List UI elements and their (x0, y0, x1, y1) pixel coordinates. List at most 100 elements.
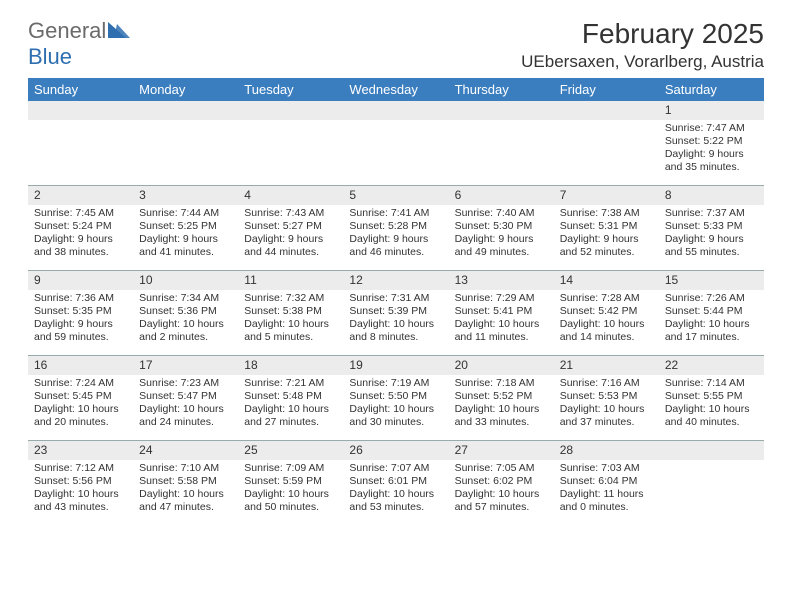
day-number: 7 (554, 186, 659, 205)
cell-line: Daylight: 10 hours and 5 minutes. (244, 318, 337, 344)
cell-body: Sunrise: 7:37 AMSunset: 5:33 PMDaylight:… (659, 205, 764, 264)
calendar-cell (28, 101, 133, 185)
calendar-grid: SundayMondayTuesdayWednesdayThursdayFrid… (0, 78, 792, 525)
day-number: 11 (238, 271, 343, 290)
cell-line: Sunrise: 7:19 AM (349, 377, 442, 390)
week-row: 23Sunrise: 7:12 AMSunset: 5:56 PMDayligh… (28, 440, 764, 525)
calendar-cell (133, 101, 238, 185)
cell-line: Sunrise: 7:14 AM (665, 377, 758, 390)
cell-line: Daylight: 10 hours and 8 minutes. (349, 318, 442, 344)
cell-line: Daylight: 11 hours and 0 minutes. (560, 488, 653, 514)
cell-body: Sunrise: 7:40 AMSunset: 5:30 PMDaylight:… (449, 205, 554, 264)
cell-line: Daylight: 10 hours and 2 minutes. (139, 318, 232, 344)
day-header: Saturday (659, 78, 764, 101)
calendar-cell: 10Sunrise: 7:34 AMSunset: 5:36 PMDayligh… (133, 271, 238, 355)
cell-line: Sunset: 5:58 PM (139, 475, 232, 488)
cell-line: Sunset: 5:39 PM (349, 305, 442, 318)
day-number: 8 (659, 186, 764, 205)
cell-line: Sunrise: 7:10 AM (139, 462, 232, 475)
day-header: Thursday (449, 78, 554, 101)
cell-body: Sunrise: 7:26 AMSunset: 5:44 PMDaylight:… (659, 290, 764, 349)
day-header: Wednesday (343, 78, 448, 101)
day-number: 5 (343, 186, 448, 205)
day-number (238, 101, 343, 120)
cell-line: Sunrise: 7:47 AM (665, 122, 758, 135)
calendar-cell: 18Sunrise: 7:21 AMSunset: 5:48 PMDayligh… (238, 356, 343, 440)
week-row: 9Sunrise: 7:36 AMSunset: 5:35 PMDaylight… (28, 270, 764, 355)
cell-body: Sunrise: 7:29 AMSunset: 5:41 PMDaylight:… (449, 290, 554, 349)
calendar-cell (343, 101, 448, 185)
calendar-cell: 13Sunrise: 7:29 AMSunset: 5:41 PMDayligh… (449, 271, 554, 355)
day-number (554, 101, 659, 120)
week-row: 1Sunrise: 7:47 AMSunset: 5:22 PMDaylight… (28, 101, 764, 185)
cell-line: Sunrise: 7:03 AM (560, 462, 653, 475)
cell-line: Sunset: 5:27 PM (244, 220, 337, 233)
cell-line: Daylight: 9 hours and 44 minutes. (244, 233, 337, 259)
cell-body: Sunrise: 7:09 AMSunset: 5:59 PMDaylight:… (238, 460, 343, 519)
logo-text-general: General (28, 18, 106, 44)
day-number (343, 101, 448, 120)
cell-line: Sunset: 6:01 PM (349, 475, 442, 488)
week-row: 2Sunrise: 7:45 AMSunset: 5:24 PMDaylight… (28, 185, 764, 270)
cell-line: Sunrise: 7:28 AM (560, 292, 653, 305)
cell-line: Daylight: 10 hours and 17 minutes. (665, 318, 758, 344)
cell-line: Sunrise: 7:34 AM (139, 292, 232, 305)
cell-line: Daylight: 9 hours and 52 minutes. (560, 233, 653, 259)
cell-line: Sunrise: 7:36 AM (34, 292, 127, 305)
day-number: 26 (343, 441, 448, 460)
day-header: Sunday (28, 78, 133, 101)
day-number: 21 (554, 356, 659, 375)
cell-body: Sunrise: 7:32 AMSunset: 5:38 PMDaylight:… (238, 290, 343, 349)
cell-body: Sunrise: 7:23 AMSunset: 5:47 PMDaylight:… (133, 375, 238, 434)
cell-line: Daylight: 9 hours and 59 minutes. (34, 318, 127, 344)
cell-line: Sunset: 5:50 PM (349, 390, 442, 403)
calendar-cell (238, 101, 343, 185)
cell-body (343, 120, 448, 126)
cell-line: Sunset: 5:22 PM (665, 135, 758, 148)
cell-line: Daylight: 10 hours and 53 minutes. (349, 488, 442, 514)
day-number: 16 (28, 356, 133, 375)
cell-body: Sunrise: 7:16 AMSunset: 5:53 PMDaylight:… (554, 375, 659, 434)
cell-line: Daylight: 9 hours and 46 minutes. (349, 233, 442, 259)
calendar-cell: 28Sunrise: 7:03 AMSunset: 6:04 PMDayligh… (554, 441, 659, 525)
calendar-cell: 9Sunrise: 7:36 AMSunset: 5:35 PMDaylight… (28, 271, 133, 355)
cell-line: Daylight: 10 hours and 20 minutes. (34, 403, 127, 429)
cell-body (449, 120, 554, 126)
cell-line: Daylight: 10 hours and 27 minutes. (244, 403, 337, 429)
cell-body: Sunrise: 7:45 AMSunset: 5:24 PMDaylight:… (28, 205, 133, 264)
cell-line: Sunset: 5:52 PM (455, 390, 548, 403)
day-number: 15 (659, 271, 764, 290)
calendar-cell: 21Sunrise: 7:16 AMSunset: 5:53 PMDayligh… (554, 356, 659, 440)
day-header: Friday (554, 78, 659, 101)
cell-line: Sunset: 6:04 PM (560, 475, 653, 488)
day-number (133, 101, 238, 120)
cell-line: Daylight: 9 hours and 55 minutes. (665, 233, 758, 259)
cell-line: Sunrise: 7:41 AM (349, 207, 442, 220)
day-number: 3 (133, 186, 238, 205)
cell-line: Sunset: 5:47 PM (139, 390, 232, 403)
day-number: 19 (343, 356, 448, 375)
calendar-cell: 5Sunrise: 7:41 AMSunset: 5:28 PMDaylight… (343, 186, 448, 270)
calendar-cell: 3Sunrise: 7:44 AMSunset: 5:25 PMDaylight… (133, 186, 238, 270)
day-header: Monday (133, 78, 238, 101)
day-number: 27 (449, 441, 554, 460)
brand-logo: General (28, 18, 130, 44)
cell-line: Sunrise: 7:45 AM (34, 207, 127, 220)
logo-text-blue: Blue (28, 44, 72, 70)
calendar-cell: 14Sunrise: 7:28 AMSunset: 5:42 PMDayligh… (554, 271, 659, 355)
cell-line: Daylight: 9 hours and 35 minutes. (665, 148, 758, 174)
cell-body: Sunrise: 7:34 AMSunset: 5:36 PMDaylight:… (133, 290, 238, 349)
cell-line: Sunrise: 7:29 AM (455, 292, 548, 305)
cell-line: Sunrise: 7:16 AM (560, 377, 653, 390)
calendar-cell: 25Sunrise: 7:09 AMSunset: 5:59 PMDayligh… (238, 441, 343, 525)
cell-line: Sunset: 5:35 PM (34, 305, 127, 318)
cell-body: Sunrise: 7:19 AMSunset: 5:50 PMDaylight:… (343, 375, 448, 434)
cell-body (659, 460, 764, 466)
calendar-cell: 15Sunrise: 7:26 AMSunset: 5:44 PMDayligh… (659, 271, 764, 355)
calendar-cell: 4Sunrise: 7:43 AMSunset: 5:27 PMDaylight… (238, 186, 343, 270)
cell-line: Sunset: 5:25 PM (139, 220, 232, 233)
day-number: 20 (449, 356, 554, 375)
cell-line: Daylight: 10 hours and 50 minutes. (244, 488, 337, 514)
cell-line: Sunset: 5:42 PM (560, 305, 653, 318)
cell-body: Sunrise: 7:21 AMSunset: 5:48 PMDaylight:… (238, 375, 343, 434)
